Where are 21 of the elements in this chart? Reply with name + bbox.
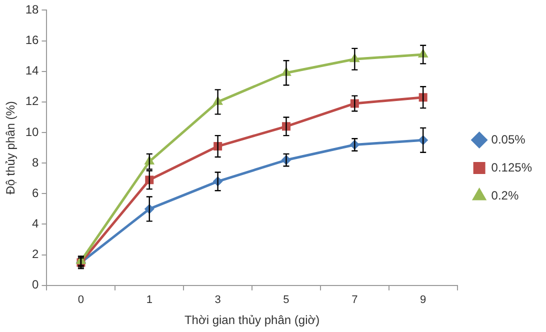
y-tick-label: 10 xyxy=(25,124,40,139)
y-tick-label: 12 xyxy=(25,94,40,108)
y-axis-title: Độ thủy phân (%) xyxy=(4,101,18,194)
x-tick-label: 9 xyxy=(420,294,426,306)
x-tick-label: 7 xyxy=(352,294,358,306)
legend-label: 0.2% xyxy=(491,188,519,202)
y-tick-label: 4 xyxy=(32,216,40,231)
y-tick-label: 16 xyxy=(25,33,40,48)
y-tick-label: 2 xyxy=(32,247,40,262)
y-tick-label: 6 xyxy=(32,186,40,200)
y-tick-label: 14 xyxy=(25,64,40,78)
y-tick-label: 18 xyxy=(25,2,40,17)
y-tick-label: 8 xyxy=(32,155,40,170)
x-tick-label: 0 xyxy=(78,294,84,306)
x-axis-title: Thời gian thủy phân (giờ) xyxy=(184,313,320,328)
x-tick-label: 5 xyxy=(283,294,290,306)
legend-label: 0.125% xyxy=(491,160,532,174)
x-tick-label: 1 xyxy=(146,294,152,306)
y-tick-label: 0 xyxy=(32,278,40,292)
x-tick-label: 3 xyxy=(214,294,221,306)
legend-label: 0.05% xyxy=(491,132,526,146)
